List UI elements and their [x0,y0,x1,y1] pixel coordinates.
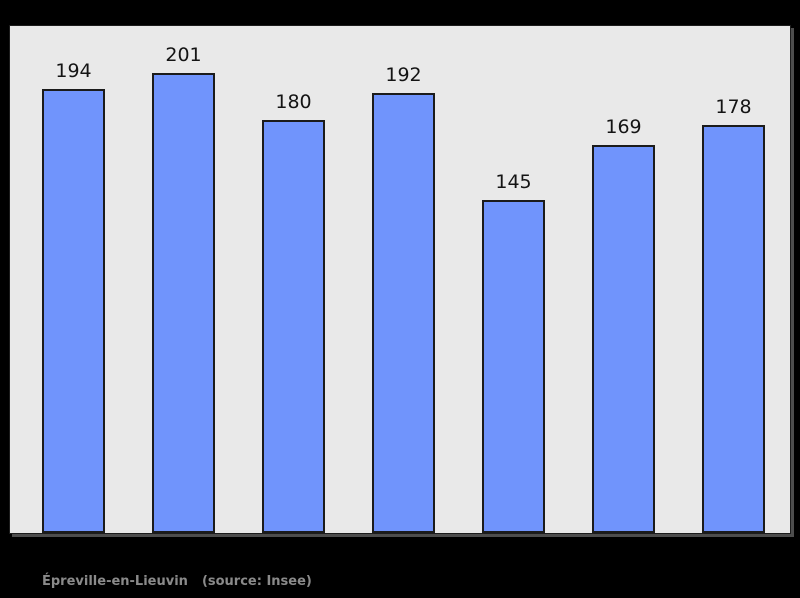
bar-value-label: 194 [55,60,92,82]
bar-value-label: 145 [495,171,532,193]
bar-group: 192 [372,26,435,533]
bar[interactable] [42,89,105,533]
bar-group: 169 [592,26,655,533]
bar-value-label: 180 [275,91,312,113]
bar[interactable] [702,125,765,533]
bars-layer: 194 201 180 192 145 169 [10,26,790,533]
bar-value-label: 178 [715,96,752,118]
bar[interactable] [152,73,215,533]
bar[interactable] [482,200,545,533]
bar-value-label: 201 [165,44,202,66]
bar-value-label: 169 [605,116,642,138]
bar-group: 180 [262,26,325,533]
plot-area: 194 201 180 192 145 169 [9,25,791,534]
caption-source: (source: Insee) [201,574,312,589]
bar[interactable] [262,120,325,533]
bar-value-label: 192 [385,64,422,86]
bar-group: 145 [482,26,545,533]
bar-group: 201 [152,26,215,533]
bar-group: 194 [42,26,105,533]
caption-place-name: Épreville-en-Lieuvin [42,574,188,589]
bar-group: 178 [702,26,765,533]
chart-caption: Épreville-en-Lieuvin (source: Insee) [42,574,312,590]
bar[interactable] [372,93,435,533]
bar[interactable] [592,145,655,533]
